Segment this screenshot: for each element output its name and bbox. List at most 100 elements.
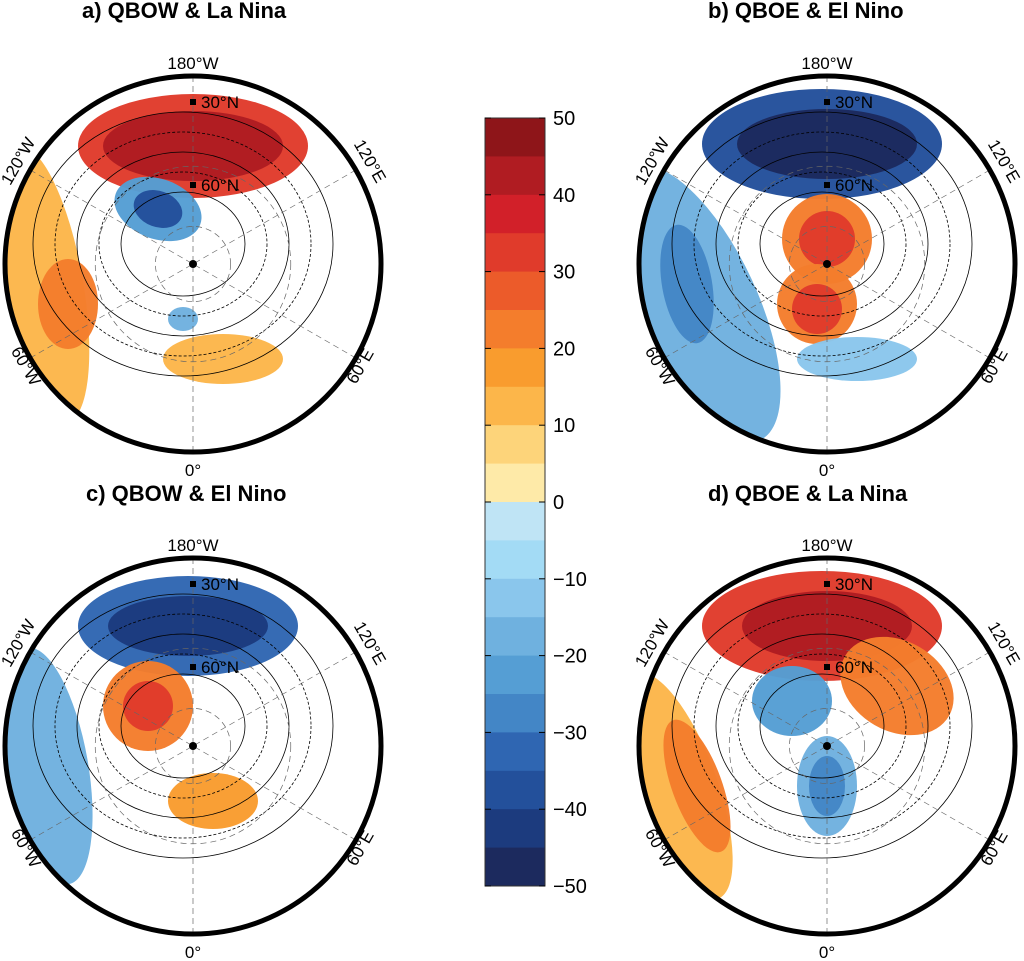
map-label-lat60: 60°N	[201, 658, 239, 677]
contour-line	[120, 191, 246, 297]
contour-line	[737, 653, 907, 799]
lat30-marker	[824, 581, 830, 587]
map-boundary	[636, 73, 1018, 455]
contour-line	[693, 613, 951, 839]
map-label-lat60: 60°N	[835, 176, 873, 195]
map-field	[639, 558, 990, 934]
anomaly-region	[168, 773, 258, 829]
contour-line	[737, 171, 907, 317]
colorbar-bin	[485, 655, 545, 695]
anomaly-region	[108, 596, 268, 656]
colorbar-bin	[485, 118, 545, 157]
colorbar-tick-label: 10	[553, 415, 575, 437]
lat60-marker	[190, 182, 196, 188]
colorbar-bin	[485, 694, 545, 733]
colorbar-tick-label: 50	[553, 108, 575, 130]
colorbar-bin	[485, 310, 545, 349]
colorbar-tick-label: −20	[553, 646, 587, 668]
contour-line	[32, 593, 334, 859]
map-boundary	[636, 555, 1018, 937]
colorbar-bin	[485, 348, 545, 388]
map-label-bottom: 0°	[185, 943, 201, 961]
meridian	[30, 169, 356, 359]
colorbar-tick-label: −50	[553, 876, 587, 898]
colorbar-bin	[485, 233, 545, 273]
map-label-lat60: 60°N	[201, 176, 239, 195]
lat30-marker	[190, 99, 196, 105]
meridian	[664, 169, 990, 359]
map-label-bottom: 0°	[819, 461, 835, 480]
map-label-bottom: 0°	[185, 461, 201, 480]
north-pole-marker	[823, 742, 831, 750]
lat60-marker	[190, 664, 196, 670]
colorbar-tick-label: 40	[553, 185, 575, 207]
map-panel-d: 180°W0°120°W 120°E60°W 60°E30°N60°N	[631, 536, 1023, 961]
colorbar-bin	[485, 425, 545, 465]
colorbar-bin	[485, 732, 545, 772]
anomaly-region	[38, 259, 98, 349]
panel-d-title: d) QBOE & La Nina	[708, 481, 908, 506]
map-label-lat60: 60°N	[835, 658, 873, 677]
map-label-top: 180°W	[801, 54, 852, 73]
map-label-bottom: 0°	[819, 943, 835, 961]
north-pole-marker	[189, 260, 197, 268]
contour-line	[98, 653, 268, 799]
map-label-top: 180°W	[801, 536, 852, 555]
map-label-top: 180°W	[167, 536, 218, 555]
meridian	[664, 651, 990, 841]
contour-line	[671, 593, 973, 859]
contour-line	[759, 673, 885, 779]
meridian	[664, 169, 990, 359]
contour-line	[759, 191, 885, 297]
anomaly-region	[663, 719, 731, 853]
map-field	[639, 76, 990, 452]
contour-line	[98, 171, 268, 317]
latitude-circle	[789, 708, 865, 784]
map-panel-a: 180°W0°120°W 120°E60°W 60°E30°N60°N	[0, 54, 390, 480]
map-label-lat30: 30°N	[201, 575, 239, 594]
contour-line	[54, 131, 312, 357]
lat30-marker	[824, 99, 830, 105]
colorbar-tick-label: −40	[553, 799, 587, 821]
contour-line	[693, 131, 951, 357]
anomaly-region	[840, 636, 954, 736]
colorbar-bin	[485, 540, 545, 580]
anomaly-region	[168, 307, 198, 331]
lat60-marker	[824, 664, 830, 670]
colorbar-bin	[485, 463, 545, 503]
colorbar-bin	[485, 271, 545, 311]
anomaly-region	[752, 666, 832, 736]
colorbar-bin	[485, 617, 545, 657]
contour-line	[120, 673, 246, 779]
contour-line	[715, 151, 929, 337]
contour-line	[32, 111, 334, 377]
anomaly-region	[737, 109, 917, 179]
colorbar-bin	[485, 194, 545, 234]
meridian	[664, 651, 990, 841]
meridian	[30, 651, 356, 841]
meridian	[30, 651, 356, 841]
latitude-circle	[155, 226, 231, 302]
map-field	[5, 558, 356, 934]
panel-a-title: a) QBOW & La Nina	[82, 0, 287, 23]
colorbar-tick-label: −30	[553, 722, 587, 744]
contour-line	[54, 613, 312, 839]
lat60-marker	[824, 182, 830, 188]
north-pole-marker	[823, 260, 831, 268]
map-boundary	[2, 555, 384, 937]
panel-c-title: c) QBOW & El Nino	[86, 481, 287, 506]
colorbar-bin	[485, 502, 545, 541]
anomaly-region	[660, 224, 714, 344]
map-panel-b: 180°W0°120°W 120°E60°W 60°E30°N60°N	[631, 54, 1023, 480]
map-label-top: 180°W	[167, 54, 218, 73]
anomaly-region	[792, 284, 842, 334]
anomaly-region	[123, 681, 173, 731]
latitude-circle	[789, 226, 865, 302]
latitude-circle	[155, 708, 231, 784]
north-pole-marker	[189, 742, 197, 750]
colorbar-bin	[485, 386, 545, 426]
contour-line	[715, 633, 929, 819]
colorbar-bin	[485, 578, 545, 618]
colorbar-tick-label: −10	[553, 569, 587, 591]
